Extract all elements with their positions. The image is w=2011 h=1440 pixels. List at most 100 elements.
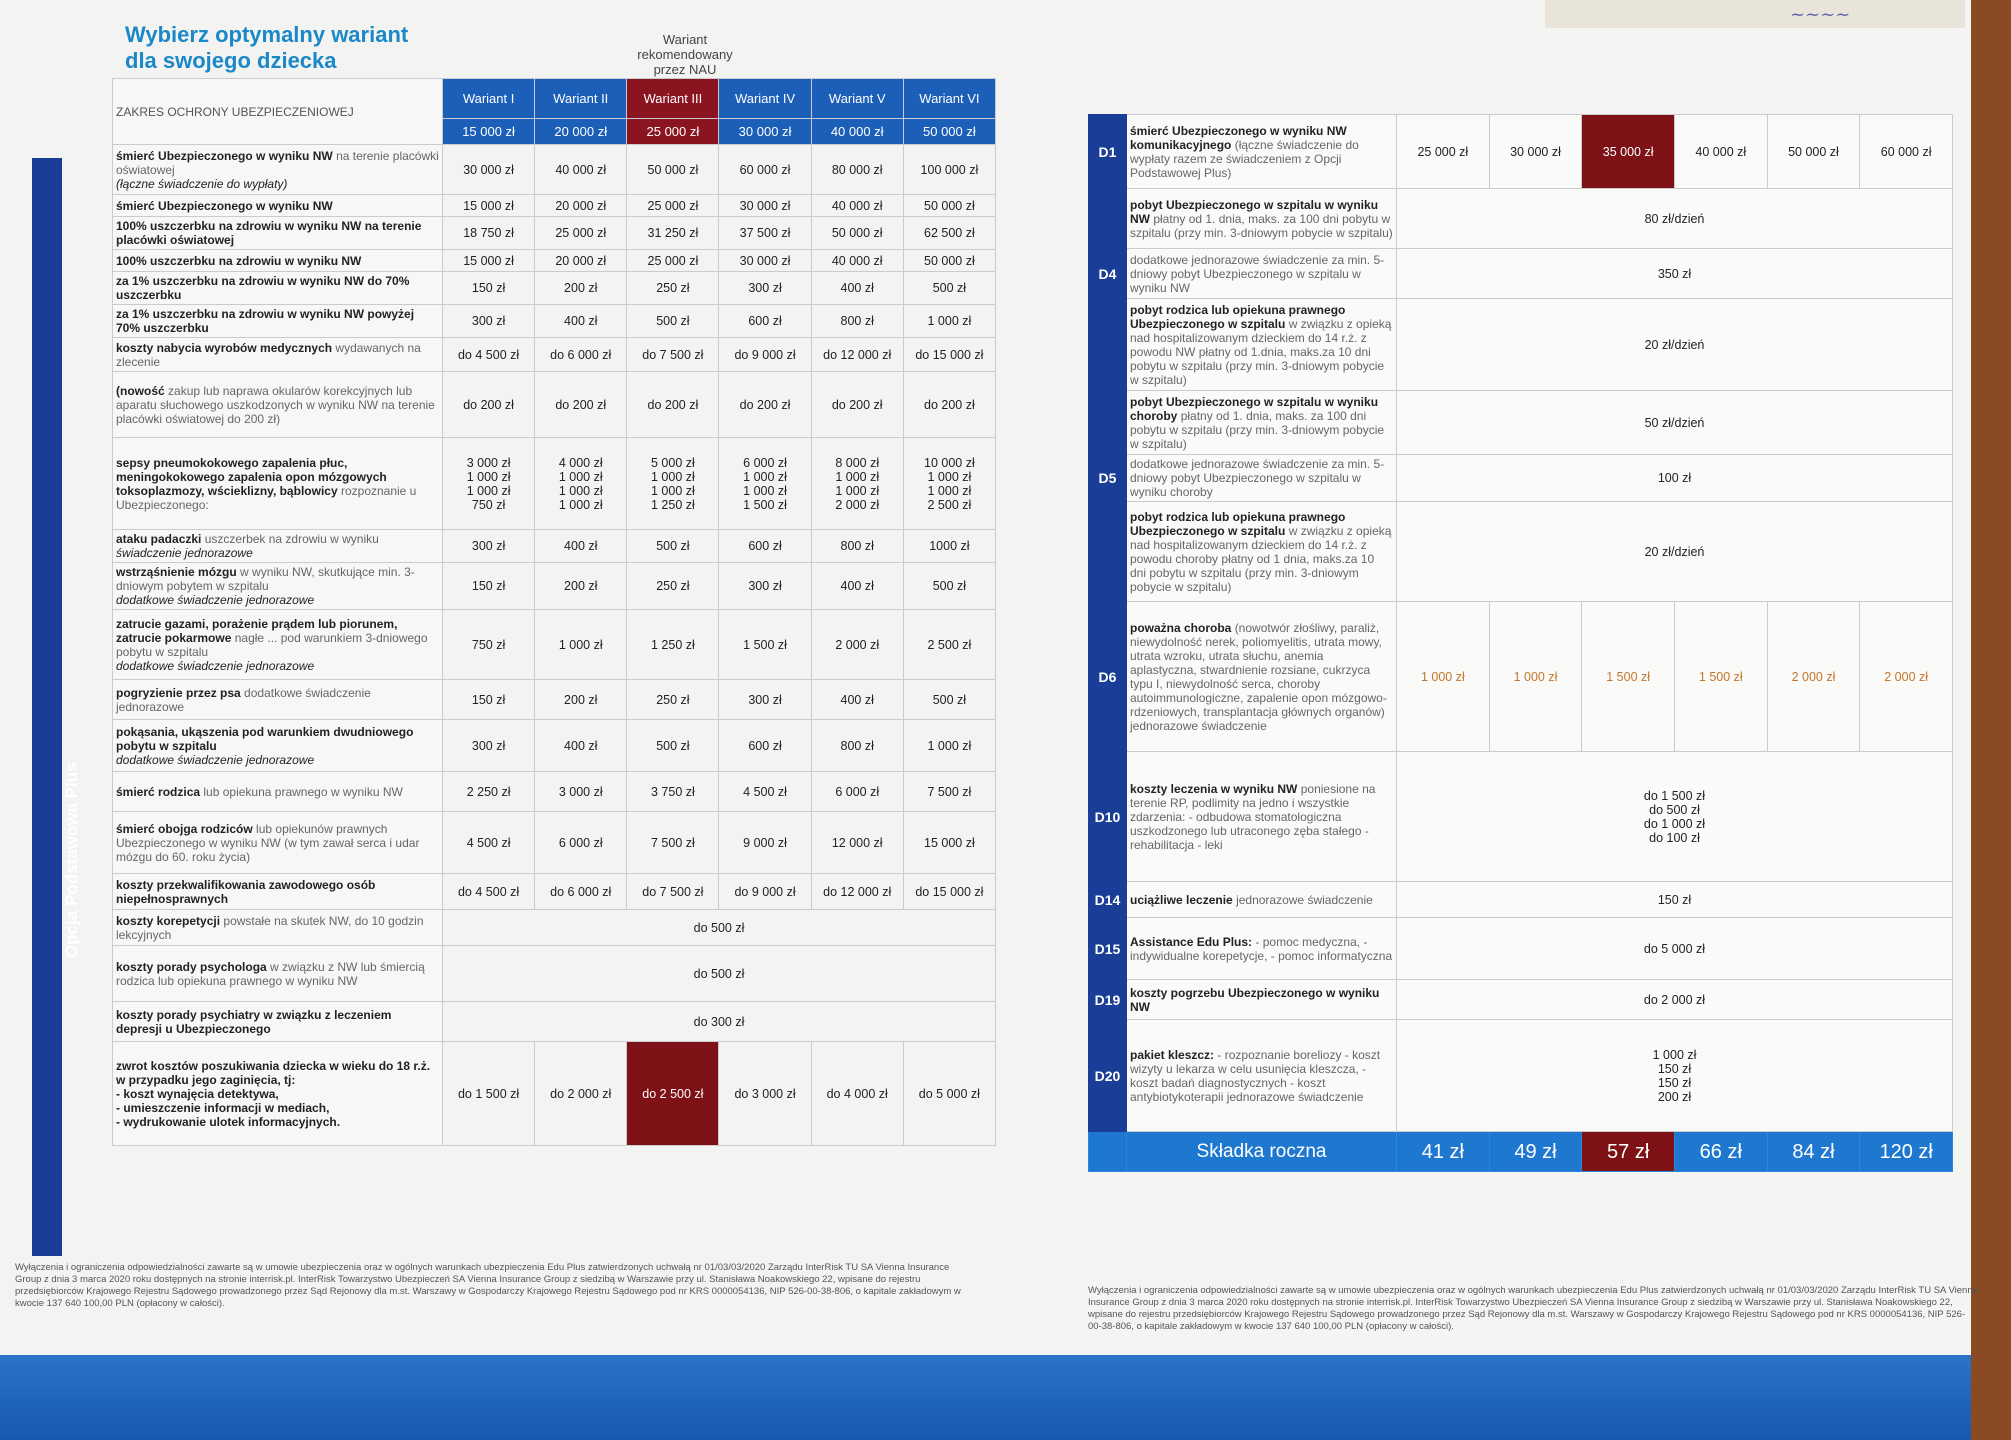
row-label: 100% uszczerbku na zdrowiu w wyniku NW n… xyxy=(112,216,443,250)
table-cell: 50 000 zł xyxy=(626,144,720,195)
table-cell: 30 000 zł xyxy=(441,144,536,195)
table-cell: 30 000 zł xyxy=(1488,114,1583,189)
row-label-item: - koszt wynajęcia detektywa, xyxy=(116,1086,279,1101)
section-code xyxy=(1088,501,1127,602)
table-row: (nowość zakup lub naprawa okularów korek… xyxy=(112,371,997,438)
row-label-bold: zatrucie gazami, porażenie prądem lub pi… xyxy=(116,616,398,645)
table-cell: 600 zł xyxy=(718,719,812,772)
section-code xyxy=(1088,298,1127,391)
row-label: koszty leczenia w wyniku NW poniesione n… xyxy=(1126,751,1397,882)
merged-cell: 20 zł/dzień xyxy=(1396,298,1953,391)
row-label: pokąsania, ukąszenia pod warunkiem dwudn… xyxy=(112,719,443,772)
table-cell: 150 zł xyxy=(441,679,536,720)
recommend-note-line: rekomendowany xyxy=(637,47,733,62)
row-label-note: dodatkowe świadczenie jednorazowe xyxy=(116,752,315,767)
row-label-detail: powstałe na skutek NW, do 10 godzin lekc… xyxy=(116,913,424,942)
table-cell: 300 zł xyxy=(718,679,812,720)
table-cell: 40 000 zł xyxy=(534,144,628,195)
section-code: D6 xyxy=(1088,601,1127,752)
row-label-bold: pobyt Ubezpieczonego w szpitalu w wyniku… xyxy=(1130,197,1379,226)
row-label: koszty przekwalifikowania zawodowego osó… xyxy=(112,873,443,910)
row-label-item: - umieszczenie informacji w mediach, xyxy=(116,1100,330,1115)
table-cell: 25 000 zł xyxy=(534,216,628,250)
table-row: koszty przekwalifikowania zawodowego osó… xyxy=(112,873,997,910)
table-cell: 500 zł xyxy=(626,719,720,772)
row-label-detail: w związku z NW lub śmiercią rodzica lub … xyxy=(116,959,425,988)
table-cell: do 200 zł xyxy=(441,371,536,438)
table-cell: 300 zł xyxy=(718,562,812,610)
table-cell: 40 000 zł xyxy=(1673,114,1768,189)
table-cell: 5 000 zł 1 000 zł 1 000 zł 1 250 zł xyxy=(626,437,720,530)
row-label-bold: koszty przekwalifikowania zawodowego osó… xyxy=(116,877,376,906)
recommend-note-line: Wariant xyxy=(662,32,708,47)
premium-value: 41 zł xyxy=(1396,1131,1490,1172)
table-cell: 2 000 zł xyxy=(1859,601,1953,752)
table-cell: 4 500 zł xyxy=(441,811,536,874)
table-row: 100% uszczerbku na zdrowiu w wyniku NW n… xyxy=(112,216,997,250)
row-label-detail: zakup lub naprawa okularów korekcyjnych … xyxy=(116,383,435,426)
table-cell: 500 zł xyxy=(902,271,997,305)
variant-name: Wariant V xyxy=(810,78,904,119)
merged-cell: do 2 000 zł xyxy=(1396,979,1953,1020)
table-cell: do 4 500 zł xyxy=(441,337,536,372)
row-label: 100% uszczerbku na zdrowiu w wyniku NW xyxy=(112,249,443,272)
premium-value: 84 zł xyxy=(1766,1131,1861,1172)
table-cell: 500 zł xyxy=(626,529,720,563)
row-label: pogryzienie przez psa dodatkowe świadcze… xyxy=(112,679,443,720)
variant-sum: 20 000 zł xyxy=(534,118,628,145)
table-cell: 300 zł xyxy=(718,271,812,305)
table-cell: 31 250 zł xyxy=(626,216,720,250)
table-row: pobyt rodzica lub opiekuna prawnego Ubez… xyxy=(1088,298,1953,391)
premium-value: 120 zł xyxy=(1859,1131,1953,1172)
row-label-note: (łączne świadczenie do wypłaty) xyxy=(116,176,288,191)
table-cell: 150 zł xyxy=(441,271,536,305)
table-cell: 3 000 zł 1 000 zł 1 000 zł 750 zł xyxy=(441,437,536,530)
row-label-bold: śmierć Ubezpieczonego w wyniku NW komuni… xyxy=(1130,123,1347,152)
table-cell: 7 500 zł xyxy=(902,771,997,812)
table-row: D19 koszty pogrzebu Ubezpieczonego w wyni… xyxy=(1088,979,1953,1020)
row-label: koszty porady psychologa w związku z NW … xyxy=(112,945,443,1002)
row-label-detail: jednorazowe świadczenie xyxy=(1236,892,1373,907)
table-cell: 300 zł xyxy=(441,529,536,563)
table-row: D14 uciążliwe leczenie jednorazowe świadc… xyxy=(1088,881,1953,918)
table-cell: 1 500 zł xyxy=(1673,601,1768,752)
row-label-detail: dodatkowe świadczenie jednorazowe xyxy=(116,685,371,714)
table-cell: 6 000 zł xyxy=(534,811,628,874)
table-row: D6 poważna choroba (nowotwór złośliwy, pa… xyxy=(1088,601,1953,752)
table-cell: 200 zł xyxy=(534,562,628,610)
table-row: pobyt Ubezpieczonego w szpitalu w wyniku… xyxy=(1088,188,1953,249)
table-row: zatrucie gazami, porażenie prądem lub pi… xyxy=(112,609,997,680)
row-label: Assistance Edu Plus: - pomoc medyczna, -… xyxy=(1126,917,1397,980)
table-cell: do 200 zł xyxy=(534,371,628,438)
table-row: za 1% uszczerbku na zdrowiu w wyniku NW … xyxy=(112,271,997,305)
table-cell: 400 zł xyxy=(534,529,628,563)
table-cell: do 200 zł xyxy=(718,371,812,438)
table-cell: 50 000 zł xyxy=(902,249,997,272)
premium-value: 49 zł xyxy=(1488,1131,1583,1172)
section-code xyxy=(1088,390,1127,455)
table-cell: 35 000 zł xyxy=(1581,114,1675,189)
table-cell: 500 zł xyxy=(902,679,997,720)
table-cell: 12 000 zł xyxy=(810,811,904,874)
table-cell: 50 000 zł xyxy=(902,194,997,217)
table-row: D20 pakiet kleszcz: - rozpoznanie borelio… xyxy=(1088,1019,1953,1132)
table-cell: 250 zł xyxy=(626,679,720,720)
table-cell: 25 000 zł xyxy=(626,249,720,272)
row-label-bold: 100% uszczerbku na zdrowiu w wyniku NW xyxy=(116,253,362,268)
table-cell: do 4 500 zł xyxy=(441,873,536,910)
table-cell: 2 000 zł xyxy=(810,609,904,680)
section-code: D4 xyxy=(1088,248,1127,299)
row-label-detail: na terenie placówki oświatowej xyxy=(116,148,439,177)
table-cell: do 7 500 zł xyxy=(626,337,720,372)
row-label-bold: Assistance Edu Plus: xyxy=(1130,934,1253,949)
row-label-bold: 100% uszczerbku na zdrowiu w wyniku NW n… xyxy=(116,219,422,247)
table-cell: 1 250 zł xyxy=(626,609,720,680)
table-cell: do 3 000 zł xyxy=(718,1041,812,1146)
row-label-note: dodatkowe świadczenie jednorazowe xyxy=(116,593,315,607)
merged-cell: 100 zł xyxy=(1396,454,1953,502)
table-row: D5 dodatkowe jednorazowe świadczenie za … xyxy=(1088,454,1953,502)
variant-name: Wariant II xyxy=(534,78,628,119)
table-cell: do 9 000 zł xyxy=(718,873,812,910)
table-row: D4 dodatkowe jednorazowe świadczenie za … xyxy=(1088,248,1953,299)
table-cell: 800 zł xyxy=(810,719,904,772)
